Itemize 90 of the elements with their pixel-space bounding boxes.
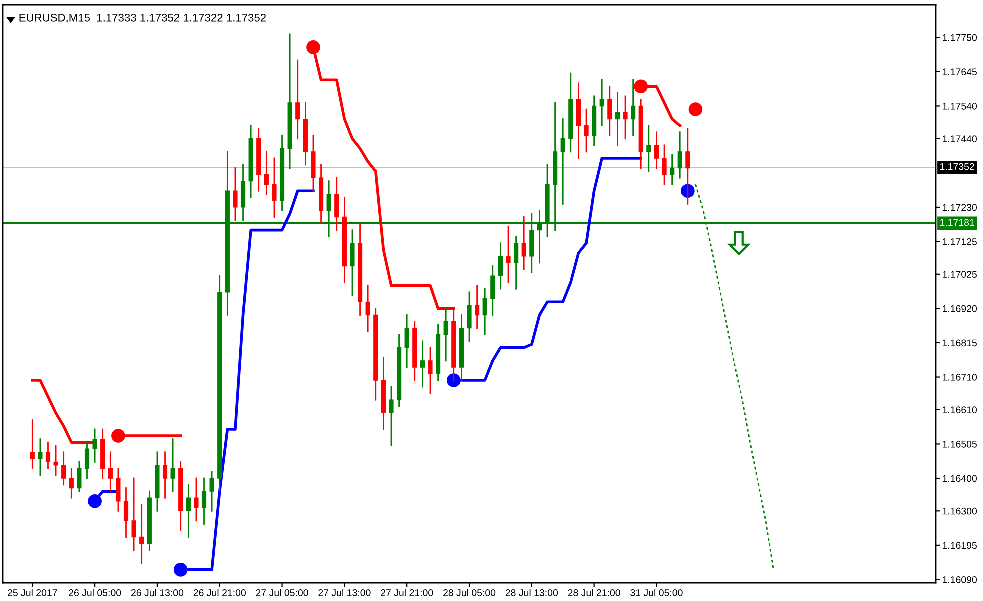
candlestick	[186, 484, 191, 538]
point	[112, 429, 126, 443]
candlestick	[210, 471, 214, 512]
x-tick-label: 25 Jul 2017	[8, 589, 58, 596]
candlestick	[170, 438, 176, 492]
candlestick	[654, 132, 660, 169]
candlestick	[498, 242, 504, 290]
candlestick	[584, 108, 589, 153]
candlestick	[662, 144, 667, 186]
y-tick-label: 1.17645	[942, 68, 977, 76]
candlestick	[77, 461, 82, 492]
y-tick-label: 1.16505	[942, 440, 977, 448]
text: EURUSD,M15 1.17333 1.17352 1.17322 1.17352	[20, 14, 266, 24]
y-tick-label: 1.16920	[942, 305, 978, 312]
y-tick-label: 1.17440	[942, 136, 978, 143]
candlestick	[272, 158, 277, 218]
y-tick-label: 1.16090	[942, 576, 978, 584]
y-tick-label: 1.16400	[942, 475, 978, 482]
y-tick-label: 1.17230	[942, 204, 978, 212]
point	[88, 494, 102, 508]
ref-line-label: 1.17352	[940, 163, 974, 170]
candlestick	[428, 347, 433, 394]
candlestick	[366, 285, 370, 332]
candlestick	[615, 92, 620, 146]
point	[174, 563, 188, 577]
candlestick	[132, 478, 136, 552]
y-tick-label: 1.17125	[942, 238, 977, 246]
candlestick	[202, 478, 207, 525]
candlestick	[506, 226, 511, 284]
candlestick	[162, 452, 168, 499]
x-tick-label: 27 Jul 21:00	[381, 589, 434, 596]
candlestick	[30, 419, 35, 470]
point	[688, 102, 703, 116]
candlestick	[467, 292, 472, 342]
candlestick	[404, 314, 410, 368]
point	[306, 40, 320, 54]
candlestick	[678, 132, 682, 179]
x-tick-label: 26 Jul 05:00	[69, 589, 122, 596]
candlestick	[140, 504, 144, 564]
x-tick-label: 31 Jul 05:00	[630, 589, 683, 596]
candlestick	[350, 230, 355, 296]
y-tick-label: 1.16710	[942, 374, 978, 381]
candlestick	[264, 151, 269, 196]
candlestick	[69, 468, 74, 499]
candlestick	[54, 445, 58, 476]
candlestick	[560, 118, 566, 205]
candlestick	[600, 79, 604, 127]
candlestick	[420, 340, 425, 388]
candlestick	[194, 478, 199, 522]
candlestick	[92, 428, 98, 463]
y-tick-label: 1.17750	[942, 34, 978, 42]
candlestick	[116, 468, 121, 512]
y-tick-label: 1.17025	[942, 271, 977, 278]
ref-line-label: 1.17181	[940, 219, 974, 226]
candlestick	[522, 216, 526, 270]
candlestick	[475, 285, 480, 329]
candlestick	[334, 177, 340, 232]
x-tick-label: 27 Jul 05:00	[256, 589, 308, 596]
candlestick	[233, 168, 238, 222]
candlestick	[444, 308, 448, 362]
point	[634, 80, 648, 94]
candlestick	[623, 96, 628, 140]
candlestick	[490, 266, 496, 316]
x-tick-label: 27 Jul 13:00	[318, 589, 371, 596]
candlestick	[108, 452, 113, 492]
candlestick	[389, 386, 394, 447]
candlestick	[670, 154, 675, 186]
candlestick	[46, 442, 51, 470]
x-tick-label: 26 Jul 21:00	[194, 589, 246, 596]
candlestick	[631, 79, 636, 136]
y-tick-label: 1.16610	[942, 406, 978, 414]
y-tick-label: 1.16815	[942, 340, 977, 347]
y-tick-label: 1.17540	[942, 102, 978, 110]
x-tick-label: 28 Jul 13:00	[506, 589, 558, 596]
x-tick-label: 28 Jul 05:00	[444, 589, 496, 596]
y-tick-label: 1.16195	[942, 542, 977, 550]
candlestick	[686, 128, 690, 205]
candlestick	[646, 125, 652, 172]
candlestick	[84, 442, 90, 480]
candlestick	[608, 86, 612, 136]
candlestick	[62, 452, 66, 486]
point	[446, 374, 461, 388]
x-tick-label: 26 Jul 13:00	[131, 589, 184, 596]
candlestick	[296, 60, 300, 140]
x-tick-label: 28 Jul 21:00	[568, 589, 620, 596]
y-tick-label: 1.16300	[942, 508, 978, 515]
candlestick	[514, 236, 519, 290]
candlestick	[482, 288, 488, 336]
candlestick	[124, 488, 129, 538]
candlestick	[38, 438, 43, 476]
